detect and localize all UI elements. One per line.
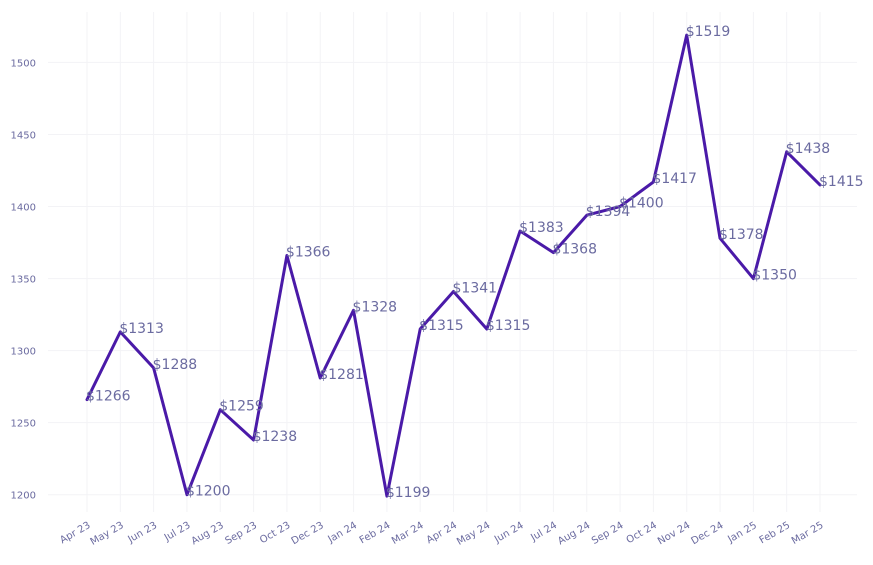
x-tick-label: Feb 24 bbox=[358, 520, 393, 546]
data-label: $1415 bbox=[819, 174, 864, 190]
x-tick-label: Jan 24 bbox=[326, 520, 359, 546]
vertical-gridlines bbox=[86, 12, 821, 512]
data-label: $1259 bbox=[219, 399, 264, 415]
x-tick-label: Jul 24 bbox=[528, 520, 559, 544]
y-tick-label: 1250 bbox=[11, 419, 36, 430]
x-tick-label: Apr 24 bbox=[425, 520, 459, 546]
x-tick-label: Aug 23 bbox=[190, 520, 226, 547]
data-label: $1199 bbox=[386, 485, 431, 501]
x-tick-label: Aug 24 bbox=[556, 520, 592, 547]
x-tick-label: Jun 24 bbox=[492, 520, 526, 546]
data-label: $1313 bbox=[119, 321, 164, 337]
x-tick-label: Mar 24 bbox=[390, 520, 426, 547]
data-label: $1383 bbox=[519, 220, 564, 236]
x-tick-label: Nov 24 bbox=[656, 520, 692, 547]
x-tick-label: Sep 24 bbox=[590, 520, 626, 547]
data-label: $1328 bbox=[353, 299, 398, 315]
y-tick-label: 1500 bbox=[11, 58, 36, 69]
y-tick-label: 1300 bbox=[11, 347, 36, 358]
x-tick-label: Feb 25 bbox=[758, 520, 793, 546]
data-labels: $1266 $1313 $1288 $1200 $1259 $1238 $1366 $1281… bbox=[86, 24, 864, 501]
data-label: $1519 bbox=[686, 24, 731, 40]
data-label: $1281 bbox=[319, 367, 364, 383]
x-tick-label: Mar 25 bbox=[790, 520, 826, 547]
data-label: $1417 bbox=[652, 171, 697, 187]
data-label: $1315 bbox=[419, 318, 464, 334]
series-line bbox=[85, 33, 822, 498]
x-tick-label: Apr 23 bbox=[58, 520, 92, 546]
data-label: $1315 bbox=[486, 318, 531, 334]
x-tick-label: Sep 23 bbox=[223, 520, 259, 547]
data-label: $1341 bbox=[453, 281, 498, 297]
data-label: $1366 bbox=[286, 245, 331, 261]
x-tick-label: Oct 24 bbox=[625, 520, 659, 546]
data-label: $1438 bbox=[786, 141, 831, 157]
x-tick-label: May 24 bbox=[455, 520, 492, 548]
x-tick-label: Dec 24 bbox=[690, 520, 726, 547]
x-tick-label: Dec 23 bbox=[290, 520, 326, 547]
x-tick-label: Jul 23 bbox=[162, 520, 193, 544]
y-tick-label: 1400 bbox=[11, 203, 36, 214]
data-label: $1400 bbox=[619, 196, 664, 212]
data-label: $1350 bbox=[752, 268, 797, 284]
y-tick-label: 1450 bbox=[11, 130, 36, 141]
horizontal-gridlines bbox=[48, 61, 857, 496]
data-label: $1378 bbox=[719, 227, 764, 243]
x-tick-label: Oct 23 bbox=[258, 520, 292, 546]
data-label: $1288 bbox=[153, 357, 198, 373]
data-label: $1266 bbox=[86, 389, 131, 405]
data-label: $1238 bbox=[253, 429, 298, 445]
data-label: $1368 bbox=[552, 242, 597, 258]
x-tick-label: May 23 bbox=[89, 520, 126, 548]
data-label: $1200 bbox=[186, 484, 231, 500]
data-label: $1394 bbox=[586, 204, 631, 220]
x-tick-label: Jan 25 bbox=[725, 520, 758, 546]
y-axis: 1200 1250 1300 1350 1400 1450 1500 bbox=[11, 58, 36, 501]
y-tick-label: 1200 bbox=[11, 491, 36, 502]
x-tick-label: Jun 23 bbox=[125, 520, 159, 546]
y-tick-label: 1350 bbox=[11, 275, 36, 286]
